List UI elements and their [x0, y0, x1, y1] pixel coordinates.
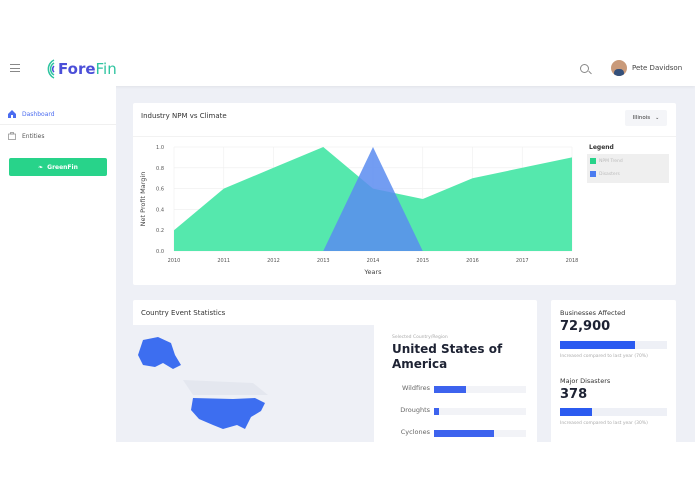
x-tick-label: 2010: [168, 258, 181, 264]
legend-label: NPM Trend: [599, 158, 623, 164]
x-tick-label: 2014: [367, 258, 380, 264]
legend: NPM Trend Disasters: [587, 154, 669, 183]
logo-signal-icon: [47, 59, 55, 79]
world-map[interactable]: [133, 325, 374, 442]
event-bar-fill: [434, 408, 439, 415]
menu-icon[interactable]: [10, 64, 20, 72]
stat-title: Businesses Affected: [560, 309, 626, 317]
stats-card: Businesses Affected 72,900 Increased com…: [551, 300, 676, 442]
legend-swatch: [590, 171, 596, 177]
x-tick-label: 2018: [566, 258, 579, 264]
selected-country: United States of America: [392, 342, 503, 371]
brand-part2: Fin: [95, 60, 117, 78]
area-series-disasters: [323, 147, 423, 251]
x-tick-label: 2013: [317, 258, 330, 264]
logo[interactable]: Fore Fin: [40, 56, 117, 82]
sidebar: Dashboard Entities ❧ GreenFin: [0, 86, 116, 442]
stat-progress: [560, 341, 667, 349]
event-bar-fill: [434, 430, 494, 437]
card-title: Industry NPM vs Climate: [141, 112, 227, 120]
stat-progress-fill: [560, 341, 635, 349]
greenfin-label: GreenFin: [47, 163, 78, 171]
brand-part1: Fore: [58, 60, 96, 78]
sidebar-item-label: Dashboard: [22, 110, 55, 118]
usa-region[interactable]: [191, 398, 265, 429]
card-title: Country Event Statistics: [141, 309, 226, 317]
selected-region-label: Selected Country/Region: [392, 335, 448, 340]
y-tick-label: 0.0: [156, 249, 164, 255]
alaska-region[interactable]: [138, 337, 181, 369]
event-label: Wildfires: [401, 384, 430, 392]
event-label: Cyclones: [400, 428, 430, 436]
x-axis-label: Years: [363, 268, 382, 276]
stat-value: 378: [560, 387, 588, 402]
event-bar-fill: [434, 386, 467, 393]
stat-value: 72,900: [560, 319, 611, 334]
y-axis-label: Net Profit Margin: [139, 172, 147, 227]
y-tick-label: 1.0: [156, 145, 164, 151]
npm-chart-card: Industry NPM vs Climate Illinois ⌄ 0.0 0.2…: [133, 103, 676, 285]
y-tick-label: 0.2: [156, 228, 164, 234]
x-tick-label: 2016: [466, 258, 479, 264]
briefcase-icon: [8, 132, 16, 140]
npm-chart: 0.0 0.2 0.4 0.6 0.8 1.0 2010 2011 2012 2013 2014 20…: [139, 145, 579, 276]
stat-title: Major Disasters: [560, 377, 611, 385]
legend-item-npm[interactable]: NPM Trend: [590, 158, 623, 164]
sidebar-item-dashboard[interactable]: Dashboard: [8, 110, 55, 118]
region-select[interactable]: Illinois ⌄: [625, 110, 667, 126]
home-icon: [8, 110, 16, 118]
legend-label: Disasters: [599, 171, 620, 177]
avatar[interactable]: [611, 60, 627, 76]
region-select-value: Illinois: [632, 115, 651, 121]
legend-item-disasters[interactable]: Disasters: [590, 171, 620, 177]
sidebar-item-label: Entities: [22, 132, 45, 140]
map-shapes: [138, 337, 268, 429]
app: Fore Fin Pete Davidson Dashboard Entities…: [0, 50, 695, 442]
search-icon[interactable]: [580, 64, 589, 73]
x-tick-label: 2011: [217, 258, 230, 264]
legend-title: Legend: [589, 144, 614, 151]
greenfin-button[interactable]: ❧ GreenFin: [9, 158, 107, 176]
header: Fore Fin Pete Davidson: [0, 50, 695, 86]
x-tick-label: 2017: [516, 258, 529, 264]
x-tick-label: 2012: [267, 258, 280, 264]
user-name[interactable]: Pete Davidson: [632, 64, 683, 72]
divider: [0, 124, 116, 125]
y-tick-label: 0.6: [156, 187, 164, 193]
sidebar-item-entities[interactable]: Entities: [8, 132, 44, 140]
stat-progress: [560, 408, 667, 416]
x-tick-label: 2015: [416, 258, 429, 264]
stat-note: Increased compared to last year (70%): [560, 354, 648, 359]
stat-progress-fill: [560, 408, 593, 416]
chevron-down-icon: ⌄: [655, 115, 660, 121]
divider: [133, 136, 676, 137]
stat-note: Increased compared to last year (30%): [560, 421, 648, 426]
legend-swatch: [590, 158, 596, 164]
y-tick-label: 0.4: [156, 207, 164, 213]
event-label: Droughts: [400, 406, 430, 414]
country-stats-card: Country Event Statistics Selected Countr…: [133, 300, 537, 442]
canada-region[interactable]: [183, 380, 268, 395]
event-bar-droughts[interactable]: Droughts: [392, 406, 527, 416]
y-tick-label: 0.8: [156, 166, 164, 172]
event-bar-cyclones[interactable]: Cyclones: [392, 428, 527, 438]
event-bar-wildfires[interactable]: Wildfires: [392, 384, 527, 394]
leaf-icon: ❧: [38, 163, 44, 171]
